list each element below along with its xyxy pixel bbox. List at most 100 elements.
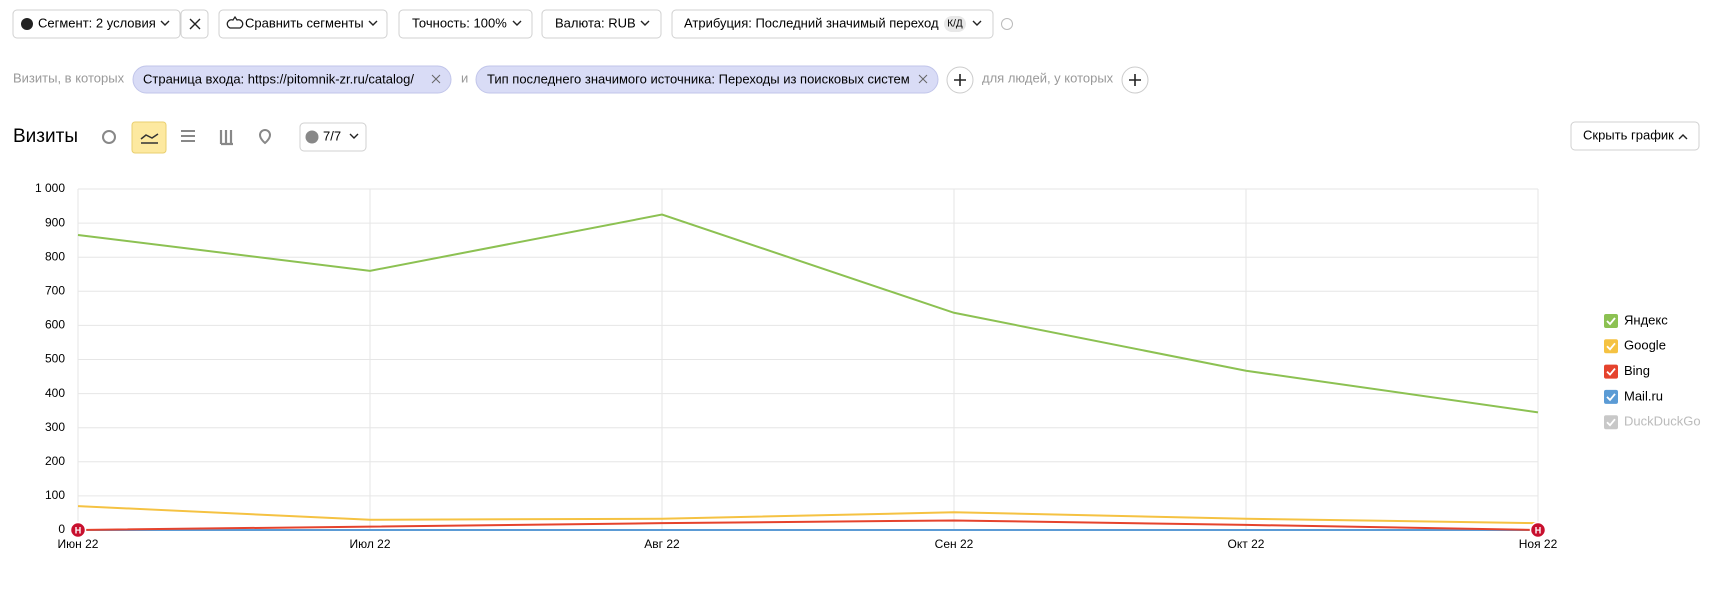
legend-check — [1606, 368, 1616, 376]
legend-check — [1606, 418, 1616, 427]
plus-icon — [1129, 74, 1141, 86]
badge: К/Д — [947, 19, 963, 30]
x-tick-label: Июн 22 — [58, 537, 99, 551]
tag-label: Тип последнего значимого источника: Пере… — [487, 71, 910, 86]
legend-check — [1606, 342, 1616, 351]
x-tick-label: Июл 22 — [349, 537, 390, 551]
attribution-button[interactable]: Атрибуция: Последний значимый переход К/… — [671, 9, 994, 39]
hide-chart-button[interactable]: Скрыть график — [1570, 121, 1700, 151]
compare-icon — [226, 15, 244, 29]
legend-checkbox — [1604, 339, 1618, 354]
button-label: Скрыть график — [1583, 127, 1674, 142]
currency-button[interactable]: Валюта: RUB — [541, 9, 662, 39]
line-view-button[interactable] — [131, 121, 167, 154]
series-line — [77, 505, 1539, 525]
x-tick-label: Авг 22 — [644, 537, 680, 551]
annotations-button[interactable]: 7/7 — [299, 122, 367, 152]
clear-segment-button[interactable] — [180, 9, 209, 39]
annotation-marker — [1529, 521, 1547, 539]
y-tick-label: 0 — [58, 522, 65, 536]
y-tick-label: 900 — [45, 215, 65, 229]
chevron — [1678, 134, 1688, 140]
legend-label[interactable]: DuckDuckGo — [1624, 414, 1701, 429]
legend-label[interactable]: Mail.ru — [1624, 388, 1663, 403]
button-label: Сегмент: 2 условия — [38, 15, 156, 30]
chevron — [160, 20, 170, 26]
chevron — [368, 20, 378, 26]
chevron — [640, 20, 650, 26]
button-label: Атрибуция: Последний значимый переход — [684, 15, 939, 30]
button-label: Сравнить сегменты — [245, 15, 364, 30]
y-tick-label: 600 — [45, 318, 65, 332]
x-tick-label: Окт 22 — [1228, 537, 1265, 551]
annotation-marker — [69, 521, 87, 539]
chevron — [972, 20, 982, 26]
legend-checkbox — [1604, 415, 1618, 430]
area-view-button[interactable] — [181, 130, 195, 142]
series-line — [77, 213, 1539, 414]
y-tick-label: 800 — [45, 249, 65, 263]
add-people-condition-button[interactable] — [1121, 66, 1149, 94]
help-icon[interactable] — [1001, 18, 1013, 30]
tag-bg — [132, 65, 452, 94]
accuracy-button[interactable]: Точность: 100% — [398, 9, 533, 39]
button-frame — [541, 9, 662, 39]
y-tick-label: 500 — [45, 352, 65, 366]
comment-icon — [305, 130, 319, 144]
chevron — [349, 133, 359, 139]
legend-check — [1606, 393, 1616, 402]
legend-label[interactable]: Яндекс — [1624, 312, 1668, 327]
legend-checkbox — [1604, 389, 1618, 404]
legend-checkbox — [1604, 314, 1618, 328]
close-icon — [189, 18, 201, 30]
annotation-label: Н — [75, 525, 82, 535]
segment-icon — [21, 18, 33, 30]
y-tick-label: 100 — [45, 488, 65, 502]
chevron — [512, 20, 522, 26]
legend-checkbox — [1604, 364, 1618, 379]
y-tick-label: 300 — [45, 420, 65, 434]
button-frame — [671, 9, 994, 39]
legend-label[interactable]: Bing — [1624, 363, 1650, 378]
button-frame — [299, 122, 367, 152]
tag-bg — [475, 65, 939, 94]
button-label: Точность: 100% — [412, 15, 507, 30]
button-frame — [1570, 121, 1700, 151]
add-condition-button[interactable] — [946, 66, 974, 94]
report-title: Визиты — [13, 126, 78, 147]
filter-tag[interactable]: Тип последнего значимого источника: Пере… — [475, 65, 939, 94]
filter-tag[interactable]: Страница входа: https://pitomnik-zr.ru/c… — [132, 65, 452, 94]
series-line — [77, 519, 1539, 531]
button-frame — [398, 9, 533, 39]
button-frame — [218, 9, 388, 39]
button-label: 7/7 — [323, 128, 341, 143]
map-view-button[interactable] — [258, 128, 272, 145]
x-tick-label: Ноя 22 — [1519, 537, 1558, 551]
badge-bg — [944, 16, 966, 32]
legend-label[interactable]: Google — [1624, 338, 1666, 353]
tag-remove[interactable] — [431, 74, 441, 84]
filter-prefix: Визиты, в которых — [13, 70, 125, 85]
annotation-label: Н — [1535, 525, 1542, 535]
y-tick-label: 700 — [45, 283, 65, 297]
y-tick-label: 1 000 — [35, 181, 65, 195]
bar-view-button[interactable] — [219, 130, 233, 146]
segment-button[interactable]: Сегмент: 2 условия — [12, 9, 181, 39]
y-tick-label: 200 — [45, 454, 65, 468]
tag-label: Страница входа: https://pitomnik-zr.ru/c… — [143, 71, 414, 86]
legend-check — [1606, 317, 1616, 326]
y-tick-label: 400 — [45, 386, 65, 400]
compare-button[interactable]: Сравнить сегменты — [218, 9, 388, 39]
button-label: Валюта: RUB — [555, 15, 636, 30]
filter-joiner: и — [461, 70, 468, 85]
people-label: для людей, у которых — [982, 70, 1114, 85]
plus-icon — [954, 74, 966, 86]
button-frame — [12, 9, 181, 39]
pie-view-button[interactable] — [102, 130, 116, 144]
tag-remove[interactable] — [918, 74, 928, 84]
x-tick-label: Сен 22 — [935, 537, 974, 551]
line-icon — [140, 133, 159, 144]
